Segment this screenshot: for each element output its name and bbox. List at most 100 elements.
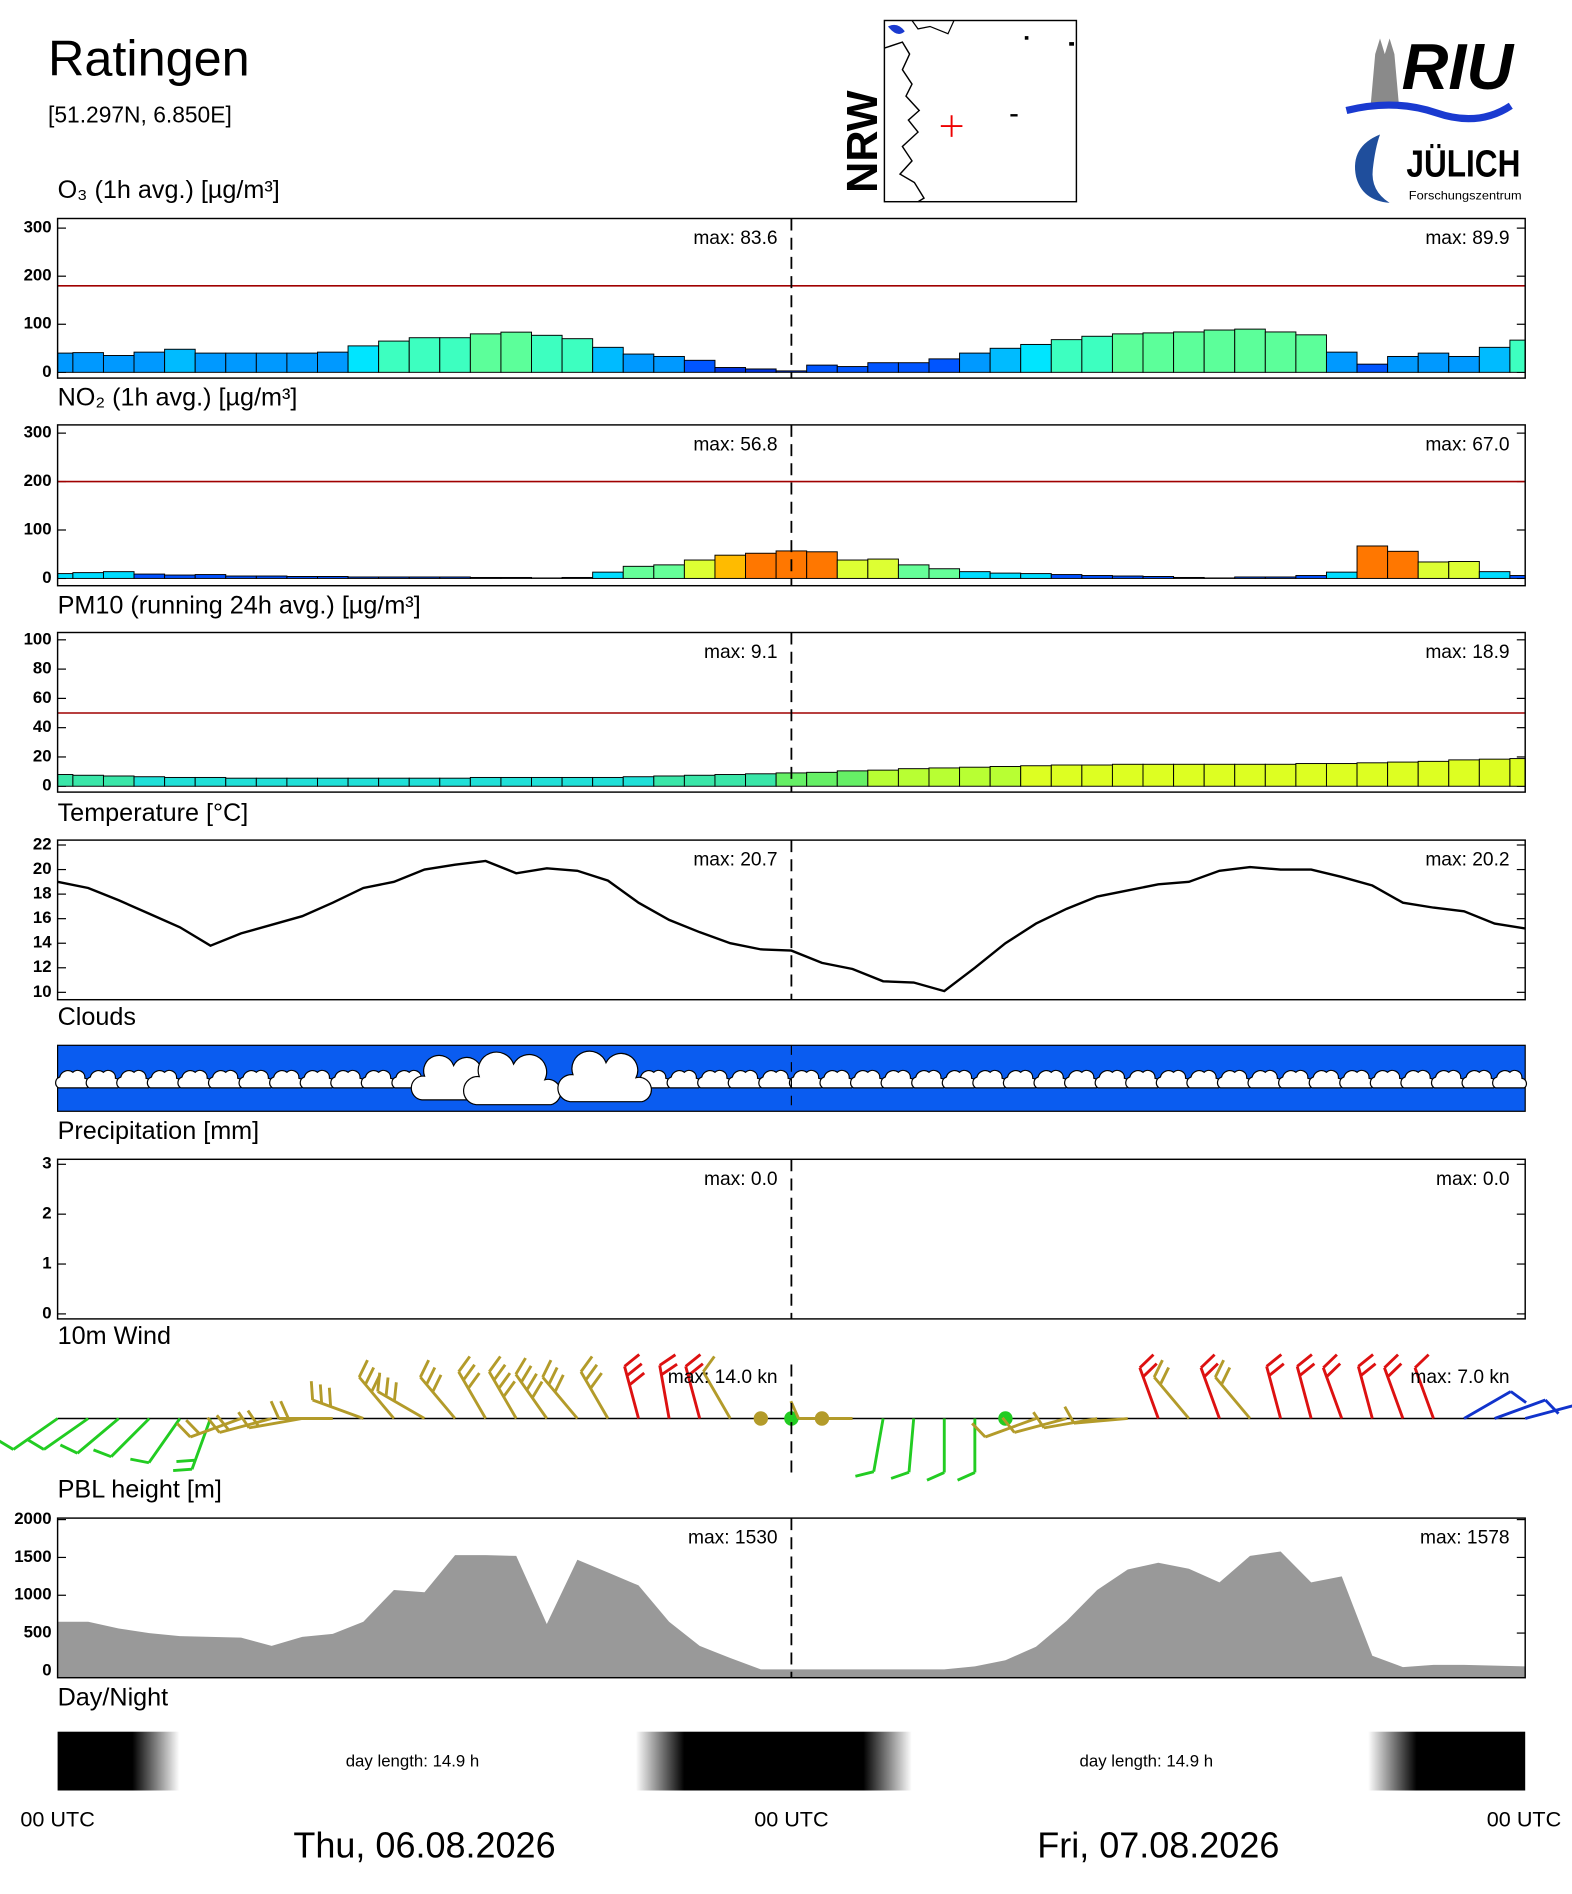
max-label: max: 20.7 — [693, 850, 777, 871]
y-tick-label: 300 — [24, 423, 52, 442]
bar — [1479, 347, 1510, 372]
panel-title: Temperature [°C] — [58, 799, 249, 827]
panel-title: PBL height [m] — [58, 1476, 222, 1504]
bar — [165, 575, 196, 578]
y-tick-label: 12 — [33, 957, 52, 976]
bar — [1021, 344, 1052, 372]
panel-title: NO₂ (1h avg.) [µg/m³] — [58, 384, 298, 412]
bar — [1479, 759, 1510, 786]
y-tick-label: 200 — [24, 266, 52, 285]
bar — [746, 369, 777, 372]
bar — [868, 559, 899, 578]
bar — [470, 577, 501, 578]
bar — [1357, 763, 1388, 786]
bar — [195, 353, 226, 372]
panel-title: Clouds — [58, 1003, 136, 1031]
y-tick-label: 0 — [42, 362, 51, 381]
bar — [195, 777, 226, 786]
max-label: max: 56.8 — [693, 434, 777, 455]
max-label: max: 89.9 — [1425, 228, 1509, 249]
bar — [1204, 764, 1235, 786]
bar — [868, 363, 899, 373]
bar — [623, 777, 654, 787]
logo-riu: RIU — [1402, 30, 1516, 103]
bar — [379, 341, 410, 372]
bar — [1418, 562, 1449, 578]
bar — [1326, 572, 1357, 578]
bar — [1174, 577, 1205, 578]
bar — [746, 774, 777, 786]
bar — [103, 572, 134, 579]
bar — [501, 332, 532, 372]
bar — [409, 778, 440, 786]
bar — [807, 365, 838, 372]
bar — [470, 777, 501, 786]
bar — [1082, 576, 1113, 579]
day-night-band — [58, 1732, 1526, 1791]
bar — [1449, 561, 1480, 578]
bar — [1112, 334, 1143, 372]
y-tick-label: 60 — [33, 688, 52, 707]
y-tick-label: 2000 — [14, 1509, 51, 1528]
y-tick-label: 18 — [33, 884, 52, 903]
bar — [348, 346, 379, 372]
bar — [256, 778, 287, 786]
bar — [1112, 576, 1143, 578]
bar — [379, 577, 410, 578]
bar — [501, 577, 532, 578]
x-tick-label: 00 UTC — [1487, 1807, 1561, 1832]
bar — [195, 575, 226, 579]
coordinates: [51.297N, 6.850E] — [48, 102, 232, 128]
bar — [1296, 576, 1327, 579]
bar — [1510, 340, 1525, 372]
max-label: max: 0.0 — [704, 1169, 778, 1190]
max-label: max: 0.0 — [1436, 1169, 1510, 1190]
bar — [165, 777, 196, 786]
y-tick-label: 0 — [42, 568, 51, 587]
bar — [103, 356, 134, 373]
bar — [929, 359, 960, 372]
logo-juelich: JÜLICH — [1406, 143, 1520, 186]
bar — [440, 577, 471, 578]
bar — [623, 354, 654, 372]
bar — [317, 778, 348, 786]
bar — [960, 572, 991, 579]
bar — [1021, 766, 1052, 786]
bar — [807, 772, 838, 786]
bar — [654, 565, 685, 579]
bar — [654, 776, 685, 786]
y-tick-label: 500 — [24, 1623, 52, 1642]
bar — [715, 775, 746, 787]
max-label: max: 83.6 — [693, 228, 777, 249]
bar — [226, 353, 257, 372]
y-tick-label: 22 — [33, 834, 52, 853]
bar — [1326, 764, 1357, 787]
bar — [348, 778, 379, 786]
y-tick-label: 100 — [24, 629, 52, 648]
bar — [1418, 353, 1449, 372]
y-tick-label: 10 — [33, 982, 52, 1001]
bar — [1082, 765, 1113, 786]
bar — [960, 767, 991, 786]
bar — [103, 776, 134, 786]
bar — [1357, 546, 1388, 578]
wind-calm — [754, 1411, 768, 1425]
x-tick-label: 00 UTC — [754, 1807, 828, 1832]
bar — [1204, 330, 1235, 372]
bar — [1510, 759, 1525, 787]
bar — [623, 566, 654, 578]
bar — [348, 577, 379, 578]
bar — [134, 352, 165, 372]
bar — [1265, 764, 1296, 786]
bar — [898, 769, 929, 787]
bar — [562, 777, 593, 786]
bar — [532, 335, 563, 372]
max-label: max: 14.0 kn — [668, 1367, 778, 1388]
bar — [1357, 364, 1388, 372]
bar — [317, 576, 348, 578]
bar — [1143, 764, 1174, 786]
y-tick-label: 0 — [42, 1660, 51, 1679]
bar — [1326, 352, 1357, 372]
panel-title: 10m Wind — [58, 1322, 171, 1350]
bar — [73, 353, 104, 373]
